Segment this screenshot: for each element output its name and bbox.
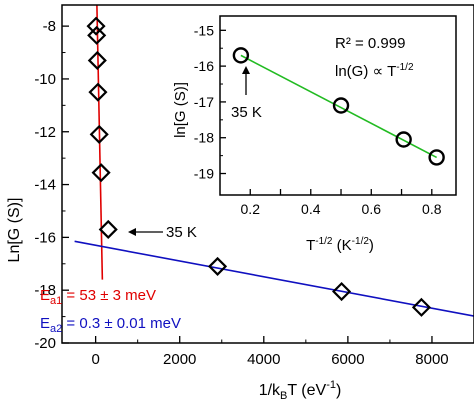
inset-axis-ticks: 0.2 0.4 0.6 0.8 -15 -16 -17 -18 -19 — [194, 22, 442, 217]
main-data-point — [332, 281, 352, 302]
inset-x-tick-label: 0.2 — [241, 201, 261, 217]
main-y-tick-label: -8 — [43, 18, 56, 35]
inset-x-axis-title: T-1/2 (K-1/2) — [306, 236, 374, 254]
inset-data-point — [428, 149, 445, 166]
inset-y-tick-label: -17 — [194, 94, 214, 110]
main-data-point — [98, 219, 118, 240]
inset-data-point — [395, 131, 412, 148]
main-y-axis-title: Ln[G (S)] — [6, 198, 23, 263]
main-data-point — [86, 16, 106, 36]
main-x-axis-title: 1/kBT (eV-1) — [259, 379, 342, 402]
inset-x-tick-label: 0.6 — [362, 201, 382, 217]
main-data-point — [91, 163, 111, 183]
inset-data-point — [232, 47, 250, 64]
inset-plot-frame — [219, 15, 457, 196]
inset-x-tick-label: 0.4 — [301, 201, 321, 217]
main-y-tick-label: -12 — [34, 124, 56, 141]
main-x-tick-label: 2000 — [163, 351, 196, 368]
main-data-point — [89, 124, 109, 144]
ea1-label: Ea1 = 53 ± 3 meV — [40, 287, 156, 307]
main-data-point — [411, 297, 432, 317]
inset-y-axis-title: ln[G (S)] — [172, 82, 189, 138]
main-35k-arrowhead — [128, 228, 136, 236]
r-squared-label: R² = 0.999 — [335, 35, 405, 52]
main-data-points — [86, 16, 432, 317]
main-y-tick-label: -16 — [34, 229, 56, 246]
main-data-point — [87, 50, 107, 71]
inset-y-tick-label: -18 — [194, 130, 214, 146]
main-y-tick-label: -18 — [34, 282, 56, 299]
inset-35k-annotation: 35 K — [231, 66, 262, 121]
inset-35k-arrowhead — [242, 66, 250, 74]
main-x-tick-label: 8000 — [415, 351, 448, 368]
inset-fit-line-1 — [240, 54, 438, 159]
inset-y-tick-label: -15 — [194, 22, 214, 38]
main-axis-ticks: 0 2000 4000 6000 8000 -20 -18 -16 -14 -12 -10 -8 — [34, 18, 474, 368]
main-x-tick-label: 6000 — [331, 351, 364, 368]
inset-data-points — [232, 47, 445, 166]
main-data-point — [207, 256, 228, 276]
main-fit-line-2 — [74, 240, 474, 317]
main-x-tick-label: 0 — [91, 351, 99, 368]
inset-x-tick-label: 0.8 — [422, 201, 442, 217]
main-plot-frame — [61, 4, 474, 344]
inset-chart: 0.2 0.4 0.6 0.8 -15 -16 -17 -18 -19 ln[G (S)] T-… — [172, 15, 457, 254]
inset-fit-line — [240, 54, 438, 159]
inset-data-point — [332, 97, 350, 114]
ea2-label: Ea2 = 0.3 ± 0.01 meV — [40, 315, 181, 335]
proportionality-label: ln(G) ∝ T-1/2 — [335, 62, 414, 80]
main-35k-label: 35 K — [166, 224, 197, 241]
main-data-point — [87, 25, 107, 45]
main-x-tick-label: 4000 — [247, 351, 280, 368]
inset-35k-label: 35 K — [231, 104, 262, 121]
main-y-tick-label: -14 — [34, 177, 56, 194]
main-35k-annotation: 35 K — [128, 224, 197, 241]
main-data-point — [88, 82, 108, 102]
main-y-tick-label: -20 — [34, 335, 56, 352]
inset-y-tick-label: -16 — [194, 58, 214, 74]
main-y-tick-label: -10 — [34, 71, 56, 88]
main-chart: 0 2000 4000 6000 8000 -20 -18 -16 -14 -12 -10 -8 Ln… — [6, 4, 474, 402]
inset-y-tick-label: -19 — [194, 166, 214, 182]
